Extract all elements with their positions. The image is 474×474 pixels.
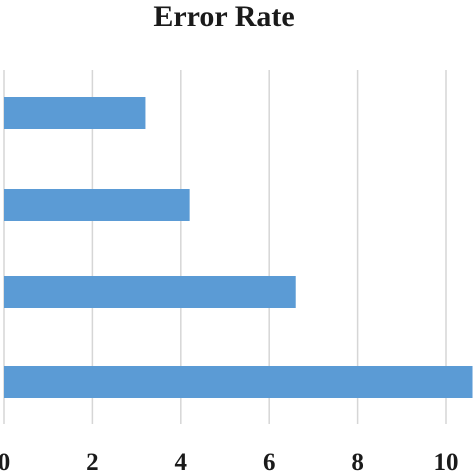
- x-tick-label: 2: [86, 449, 99, 474]
- chart-title: Error Rate: [153, 0, 294, 33]
- x-tick-label: 10: [434, 449, 459, 474]
- x-tick-label: 4: [175, 449, 188, 474]
- bar-4: [4, 366, 473, 398]
- x-tick-label: 0: [0, 449, 10, 474]
- x-axis-ticks: 0 2 4 6 8 10: [0, 449, 459, 474]
- bars: [4, 97, 473, 398]
- bar-3: [4, 276, 296, 308]
- bar-2: [4, 189, 190, 221]
- x-tick-label: 6: [263, 449, 276, 474]
- x-tick-label: 8: [351, 449, 364, 474]
- bar-1: [4, 97, 146, 129]
